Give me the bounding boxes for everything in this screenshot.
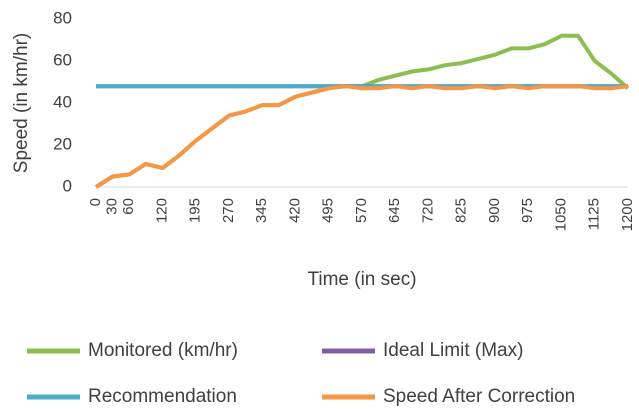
- x-tick-label: 495: [320, 198, 337, 223]
- x-tick-label: 720: [419, 198, 436, 223]
- x-tick-label: 195: [187, 198, 204, 223]
- y-tick-label: 60: [53, 50, 72, 69]
- x-tick-label: 1050: [552, 198, 569, 231]
- x-tick-label: 0: [87, 198, 104, 206]
- x-tick-label: 570: [353, 198, 370, 223]
- legend-label: Speed After Correction: [383, 386, 575, 407]
- x-tick-label: 420: [286, 198, 303, 223]
- x-axis-label: Time (in sec): [307, 269, 416, 290]
- x-tick-label: 1125: [586, 198, 603, 230]
- legend-label: Monitored (km/hr): [88, 340, 238, 361]
- legend-label: Recommendation: [88, 386, 237, 407]
- series-line: [94, 33, 630, 189]
- x-tick-label: 270: [220, 198, 237, 223]
- x-tick-label: 900: [486, 198, 503, 223]
- x-tick-label: 1200: [619, 198, 636, 231]
- x-tick-label: 825: [453, 198, 470, 223]
- y-tick-label: 0: [63, 176, 72, 195]
- x-tick-label: 975: [519, 198, 536, 223]
- y-tick-label: 20: [53, 134, 72, 153]
- y-tick-label: 80: [53, 8, 72, 27]
- y-tick-label: 40: [53, 92, 72, 111]
- x-tick-label: 120: [153, 198, 170, 223]
- x-tick-label: 30: [104, 198, 121, 215]
- series-line: [94, 84, 629, 189]
- x-tick-label: 645: [386, 198, 403, 223]
- y-axis-label: Speed (in km/hr): [11, 33, 32, 173]
- x-tick-label: 60: [120, 198, 137, 215]
- legend-label: Ideal Limit (Max): [383, 340, 523, 361]
- x-tick-label: 345: [253, 198, 270, 223]
